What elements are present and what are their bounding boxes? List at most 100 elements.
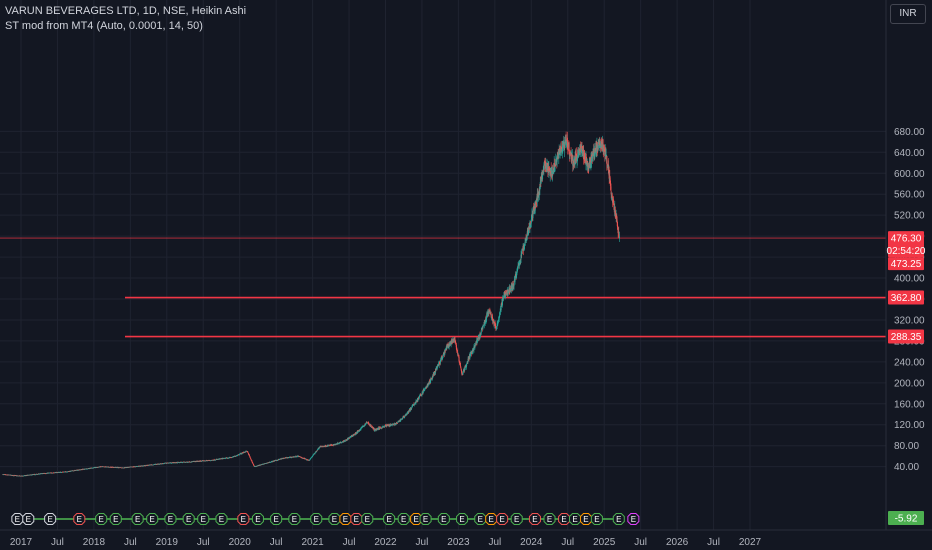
- earnings-marker-shape: [95, 513, 108, 525]
- candle-body: [233, 456, 235, 458]
- earnings-marker[interactable]: E: [237, 513, 250, 525]
- earnings-marker[interactable]: E: [397, 513, 410, 525]
- candle-body: [470, 354, 472, 355]
- candle-body: [543, 164, 545, 170]
- earnings-marker[interactable]: E: [109, 513, 122, 525]
- earnings-marker-letter: E: [489, 515, 494, 524]
- candle-body: [581, 146, 583, 151]
- candle-body: [364, 424, 366, 426]
- candle-body: [169, 462, 171, 464]
- candle-body: [322, 446, 324, 448]
- candle-body: [181, 461, 183, 463]
- candle-body: [436, 367, 438, 369]
- earnings-marker[interactable]: E: [44, 513, 57, 525]
- candle-body: [400, 419, 402, 421]
- candle-body: [614, 206, 616, 215]
- time-axis[interactable]: 2017 Jul 2018 Jul 2019 Jul 2020 Jul 2021 Jul 2022 J…: [10, 537, 762, 548]
- candle-body: [295, 456, 297, 457]
- earnings-marker-shape: [197, 513, 210, 525]
- candle-body: [513, 286, 515, 287]
- candle-body: [473, 345, 475, 347]
- earnings-marker[interactable]: E: [579, 513, 592, 525]
- earnings-marker[interactable]: E: [437, 513, 450, 525]
- earnings-marker[interactable]: E: [496, 513, 509, 525]
- earnings-marker[interactable]: E: [474, 513, 487, 525]
- candle-body: [306, 459, 308, 461]
- earnings-marker[interactable]: E: [485, 513, 498, 525]
- earnings-marker[interactable]: E: [419, 513, 432, 525]
- earnings-marker[interactable]: E: [350, 513, 363, 525]
- earnings-marker[interactable]: E: [528, 513, 541, 525]
- earnings-marker[interactable]: E: [627, 513, 640, 525]
- earnings-marker[interactable]: E: [569, 513, 582, 525]
- candle-body: [396, 422, 398, 424]
- candle-body: [513, 279, 515, 283]
- candle-body: [435, 368, 437, 370]
- candle-body: [305, 459, 307, 460]
- candle-body: [252, 462, 254, 464]
- candle-body: [98, 466, 100, 468]
- earnings-marker[interactable]: E: [612, 513, 625, 525]
- candle-body: [449, 343, 451, 345]
- candle-body: [81, 469, 83, 471]
- candle-body: [415, 401, 417, 402]
- candle-body: [480, 333, 482, 335]
- earnings-marker[interactable]: E: [456, 513, 469, 525]
- earnings-marker[interactable]: E: [558, 513, 571, 525]
- earnings-marker[interactable]: E: [543, 513, 556, 525]
- candle-body: [499, 311, 501, 316]
- candle-body: [80, 469, 82, 471]
- candle-body: [479, 333, 481, 337]
- candle-body: [606, 154, 608, 157]
- earnings-marker[interactable]: E: [383, 513, 396, 525]
- earnings-marker[interactable]: E: [251, 513, 264, 525]
- earnings-marker[interactable]: E: [11, 513, 24, 525]
- candle-body: [578, 150, 580, 154]
- earnings-marker[interactable]: E: [339, 513, 352, 525]
- earnings-marker[interactable]: E: [590, 513, 603, 525]
- earnings-marker[interactable]: E: [131, 513, 144, 525]
- candle-body: [138, 466, 140, 467]
- earnings-marker[interactable]: E: [361, 513, 374, 525]
- candle-body: [418, 396, 420, 399]
- earnings-marker[interactable]: E: [288, 513, 301, 525]
- earnings-marker-letter: E: [572, 515, 577, 524]
- earnings-marker[interactable]: E: [510, 513, 523, 525]
- candle-body: [46, 473, 48, 475]
- candle-body: [564, 144, 566, 147]
- candle-body: [392, 424, 394, 425]
- candle-body: [534, 203, 536, 211]
- earnings-marker[interactable]: E: [22, 513, 35, 525]
- earnings-marker[interactable]: E: [215, 513, 228, 525]
- candle-body: [568, 142, 570, 154]
- candle-body: [586, 160, 588, 164]
- earnings-marker[interactable]: E: [270, 513, 283, 525]
- candle-body: [408, 411, 410, 413]
- symbol-title[interactable]: VARUN BEVERAGES LTD, 1D, NSE, Heikin Ash…: [5, 5, 247, 17]
- currency-button[interactable]: INR: [890, 4, 926, 24]
- candle-body: [493, 322, 495, 326]
- earnings-marker[interactable]: E: [73, 513, 86, 525]
- indicator-title[interactable]: ST mod from MT4 (Auto, 0.0001, 14, 50): [5, 20, 203, 32]
- candle-body: [435, 369, 437, 373]
- candle-body: [55, 472, 57, 473]
- earnings-marker[interactable]: E: [146, 513, 159, 525]
- earnings-marker[interactable]: E: [197, 513, 210, 525]
- earnings-marker[interactable]: E: [164, 513, 177, 525]
- candle-body: [502, 298, 504, 300]
- earnings-marker[interactable]: E: [182, 513, 195, 525]
- earnings-marker[interactable]: E: [310, 513, 323, 525]
- candle-body: [303, 458, 305, 459]
- earnings-marker[interactable]: E: [95, 513, 108, 525]
- candle-body: [132, 466, 134, 468]
- candle-body: [384, 426, 386, 427]
- earnings-marker[interactable]: E: [328, 513, 341, 525]
- candle-body: [441, 356, 443, 359]
- candle-body: [147, 465, 149, 466]
- candle-body: [225, 458, 227, 459]
- candle-body: [466, 363, 468, 366]
- candle-body: [100, 466, 102, 467]
- candle-body: [464, 366, 466, 368]
